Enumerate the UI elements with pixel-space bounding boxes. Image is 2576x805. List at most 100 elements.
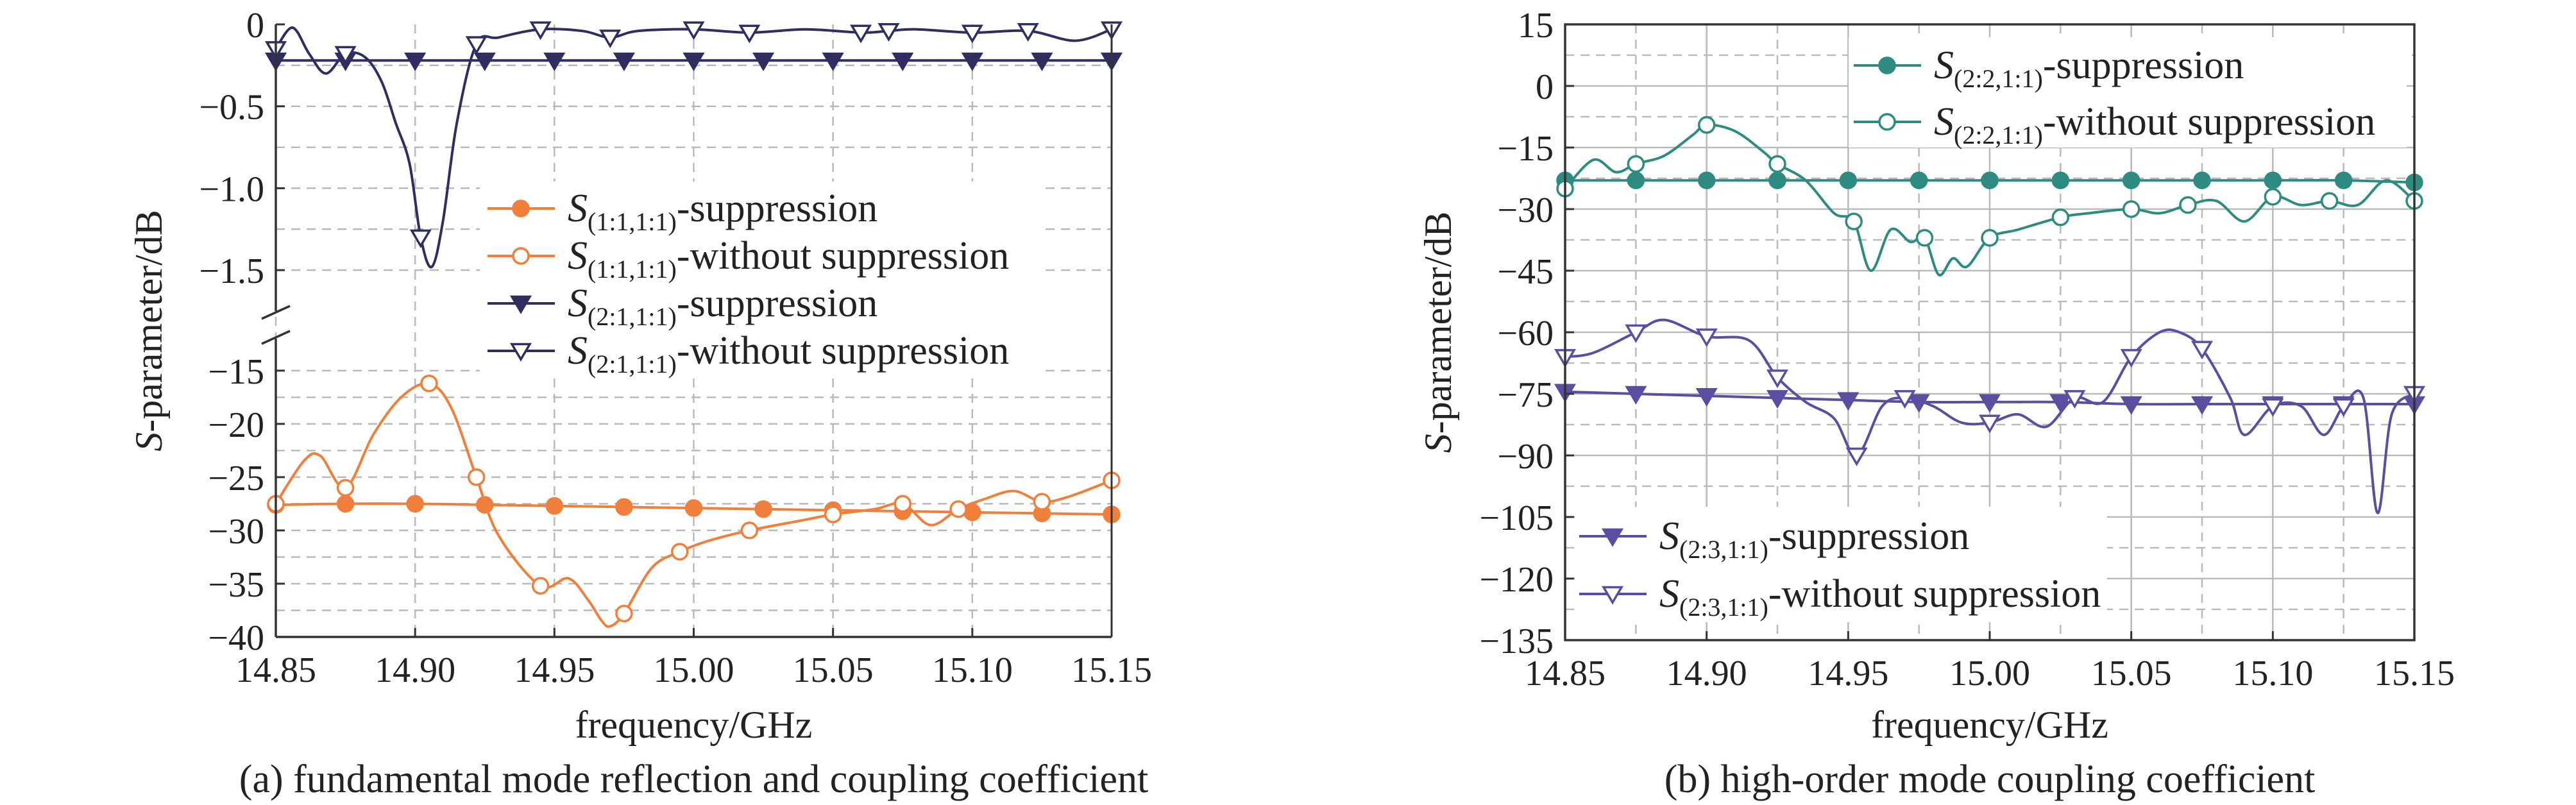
legend-label-b3: S(2:3,1:1)-without suppression — [1659, 572, 2101, 622]
legend-marker-0 — [512, 199, 530, 217]
legend-subscript-3: (2:1,1:1) — [588, 350, 677, 378]
y-tick-label-b-5: −60 — [1497, 314, 1554, 353]
caption-a: (a) fundamental mode reflection and coup… — [239, 758, 1148, 801]
data-point-0-5 — [615, 498, 633, 516]
data-point-2-7 — [752, 52, 775, 71]
series-b-3 — [1554, 318, 2426, 514]
x-tick-label-b-2: 14.95 — [1808, 654, 1888, 693]
data-point-b2-1 — [1625, 386, 1647, 405]
data-point-1-7 — [740, 521, 759, 539]
legend-marker-3 — [509, 343, 532, 362]
data-point-3-7 — [738, 24, 761, 44]
data-point-2-4 — [543, 52, 566, 71]
data-point-3-10 — [961, 24, 983, 44]
y-axis-label-a: S-parameter/dB — [128, 210, 170, 452]
legend-marker-b0 — [1878, 56, 1896, 74]
data-point-0-4 — [545, 496, 564, 515]
data-point-b0-9 — [2193, 171, 2211, 189]
x-tick-label-4: 15.05 — [793, 650, 874, 690]
data-point-b0-5 — [1910, 171, 1928, 189]
y-tick-label-b-3: −30 — [1497, 191, 1554, 230]
data-point-b3-4 — [1845, 447, 1868, 466]
data-point-0-6 — [684, 499, 703, 517]
data-point-b0-3 — [1768, 171, 1786, 189]
data-point-1-9 — [894, 495, 911, 513]
y-tick-label-b-9: −120 — [1479, 560, 1554, 600]
data-point-b2-3 — [1766, 390, 1789, 409]
y-tick-label-lower-1: −20 — [208, 405, 264, 445]
x-tick-label-b-0: 14.85 — [1525, 654, 1606, 693]
legend-label-2: S(2:1,1:1)-suppression — [568, 282, 877, 331]
data-point-b1-11 — [2320, 192, 2339, 210]
y-tick-label-b-4: −45 — [1497, 252, 1554, 292]
data-point-0-1 — [336, 495, 355, 513]
legend-b: S(2:2,1:1)-suppressionS(2:2,1:1)-without… — [1575, 37, 2407, 622]
data-point-2-11 — [1031, 52, 1053, 71]
data-point-2-9 — [892, 52, 914, 71]
data-point-1-5 — [615, 604, 633, 623]
y-tick-label-b-1: 0 — [1536, 67, 1554, 107]
legend-suffix-0: -suppression — [677, 187, 877, 230]
x-tick-label-b-5: 15.10 — [2232, 654, 2313, 693]
legend-subscript-b3: (2:3,1:1) — [1679, 593, 1768, 622]
data-point-3-5 — [599, 30, 622, 49]
legend-symbol-b3: S — [1659, 572, 1679, 616]
data-point-b2-9 — [2190, 396, 2214, 415]
data-point-2-8 — [822, 52, 844, 71]
data-point-1-8 — [824, 505, 842, 523]
data-point-3-1 — [334, 46, 357, 65]
legend-box-a — [480, 182, 1046, 374]
data-point-b0-1 — [1627, 171, 1645, 189]
caption-b: (b) high-order mode coupling coefficient — [1665, 758, 2316, 801]
legend-symbol-b1: S — [1934, 100, 1954, 144]
data-point-3-8 — [850, 24, 872, 44]
legend-subscript-b1: (2:2,1:1) — [1954, 121, 2043, 149]
y-tick-label-b-10: −135 — [1479, 622, 1554, 661]
data-point-b3-8 — [2120, 349, 2142, 368]
data-point-b3-3 — [1766, 369, 1789, 389]
data-point-2-2 — [404, 52, 427, 71]
data-point-0-2 — [406, 495, 424, 513]
data-point-3-3 — [465, 36, 487, 55]
legend-subscript-0: (1:1,1:1) — [588, 207, 677, 236]
legend-label-b2: S(2:3,1:1)-suppression — [1659, 514, 1969, 564]
data-point-b1-4 — [1845, 212, 1863, 230]
legend-subscript-b2: (2:3,1:1) — [1679, 535, 1768, 564]
series-line-b3 — [1564, 318, 2416, 514]
data-point-1-4 — [531, 577, 550, 595]
legend-subscript-b0: (2:2,1:1) — [1954, 64, 2043, 93]
data-point-b0-11 — [2334, 171, 2353, 189]
y-tick-label-b-7: −90 — [1497, 437, 1554, 477]
data-point-b1-10 — [2264, 188, 2282, 206]
data-point-1-10 — [949, 500, 967, 518]
data-point-b3-2 — [1695, 328, 1718, 348]
legend-marker-1 — [512, 247, 530, 265]
data-point-b2-2 — [1695, 387, 1718, 407]
data-point-1-11 — [1033, 493, 1051, 511]
y-tick-label-b-2: −15 — [1497, 129, 1554, 169]
legend-box-b-upper — [1849, 37, 2407, 148]
data-point-1-1 — [336, 479, 355, 497]
data-point-1-3 — [467, 468, 486, 486]
data-point-b1-5 — [1915, 229, 1934, 247]
data-point-b3-6 — [1978, 414, 2001, 434]
y-tick-label-lower-4: −35 — [208, 565, 264, 605]
x-tick-label-b-4: 15.05 — [2091, 654, 2172, 693]
y-tick-label-b-8: −105 — [1479, 498, 1554, 538]
data-point-b0-6 — [1981, 171, 1999, 189]
data-point-0-7 — [754, 500, 772, 518]
legend-symbol-3: S — [568, 329, 588, 373]
x-axis-label-a: frequency/GHz — [575, 704, 813, 746]
data-point-b1-3 — [1768, 155, 1786, 173]
x-tick-label-b-3: 15.00 — [1949, 654, 2030, 693]
y-tick-label-upper-1: −0.5 — [199, 88, 264, 128]
legend-label-b1: S(2:2,1:1)-without suppression — [1934, 100, 2375, 149]
data-point-3-4 — [529, 21, 552, 40]
x-tick-label-0: 14.85 — [235, 650, 316, 690]
legend-suffix-b1: -without suppression — [2043, 100, 2375, 144]
data-point-b1-2 — [1697, 116, 1716, 134]
data-point-b0-4 — [1839, 171, 1858, 189]
